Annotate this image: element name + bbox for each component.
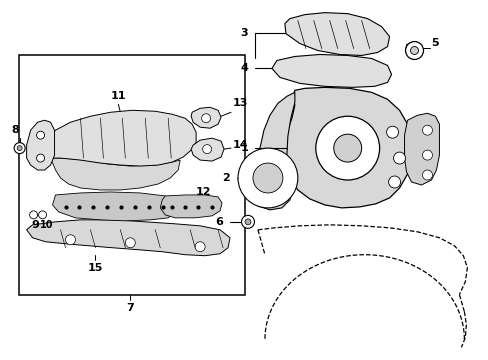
Circle shape [238, 148, 297, 208]
Circle shape [201, 114, 210, 123]
Circle shape [17, 146, 22, 150]
Circle shape [125, 238, 135, 248]
Text: 16: 16 [78, 195, 93, 205]
Circle shape [405, 41, 423, 59]
Circle shape [65, 235, 75, 245]
Text: 9: 9 [32, 220, 40, 230]
Polygon shape [271, 54, 391, 87]
Text: 12: 12 [196, 187, 211, 197]
Circle shape [252, 163, 283, 193]
Text: 3: 3 [240, 28, 247, 37]
Polygon shape [285, 13, 389, 55]
Circle shape [37, 131, 44, 139]
Polygon shape [39, 110, 196, 166]
Bar [19, 55, 244, 294]
Circle shape [388, 176, 400, 188]
Text: 4: 4 [240, 63, 247, 73]
Circle shape [422, 150, 431, 160]
Polygon shape [52, 192, 175, 221]
Text: 10: 10 [40, 220, 53, 230]
Polygon shape [26, 220, 229, 256]
Polygon shape [247, 92, 294, 210]
Circle shape [422, 125, 431, 135]
Text: 13: 13 [233, 98, 248, 108]
Circle shape [422, 170, 431, 180]
Text: 2: 2 [222, 173, 229, 183]
Text: 5: 5 [430, 37, 438, 48]
Circle shape [14, 143, 25, 154]
Circle shape [333, 134, 361, 162]
Circle shape [315, 116, 379, 180]
Circle shape [410, 46, 418, 54]
Text: 8: 8 [12, 125, 20, 135]
Circle shape [195, 242, 204, 252]
Circle shape [202, 145, 211, 154]
Circle shape [37, 154, 44, 162]
Circle shape [386, 126, 398, 138]
Text: 11: 11 [110, 91, 126, 101]
Text: 7: 7 [126, 302, 134, 312]
Text: 15: 15 [87, 263, 103, 273]
Polygon shape [191, 138, 224, 161]
Text: 6: 6 [215, 217, 223, 227]
Text: 14: 14 [233, 140, 248, 150]
Polygon shape [191, 107, 221, 128]
Circle shape [244, 219, 250, 225]
Polygon shape [285, 87, 411, 208]
Polygon shape [404, 113, 439, 185]
Polygon shape [50, 158, 180, 190]
Circle shape [39, 211, 46, 219]
Circle shape [30, 211, 38, 219]
Circle shape [241, 215, 254, 228]
Text: 1: 1 [240, 143, 247, 153]
Polygon shape [405, 42, 419, 50]
Polygon shape [26, 120, 55, 170]
Polygon shape [160, 195, 222, 218]
Circle shape [393, 152, 405, 164]
